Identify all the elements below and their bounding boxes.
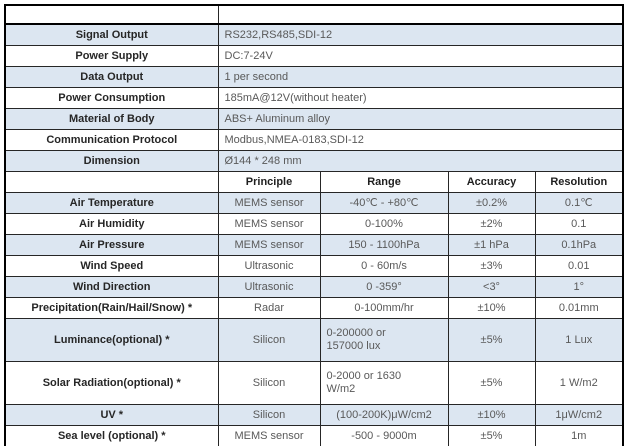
resolution-cell: 1μW/cm2 — [534, 404, 624, 426]
spec-label-cell: Material of Body — [4, 108, 219, 130]
spec-label-cell: Precipitation(Rain/Hail/Snow) * — [4, 297, 219, 319]
spec-label-cell: Wind Speed — [4, 255, 219, 277]
resolution-cell: 0.01mm — [534, 297, 624, 319]
spec-label-cell: Dimension — [4, 150, 219, 172]
range-cell: 0-200000 or 157000 lux — [319, 318, 449, 362]
column-header-principle: Principle — [217, 171, 321, 193]
spec-label-cell: Air Humidity — [4, 213, 219, 235]
spec-label-cell: Air Temperature — [4, 192, 219, 214]
accuracy-cell: ±5% — [447, 318, 536, 362]
spec-label-cell: Wind Direction — [4, 276, 219, 298]
spec-label-cell: Sea level (optional) * — [4, 425, 219, 446]
spec-value-cell: 1 per second — [217, 66, 624, 88]
principle-cell: Silicon — [217, 404, 321, 426]
range-cell: 0-100mm/hr — [319, 297, 449, 319]
sensor-spec-table: Signal Output RS232,RS485,SDI-12 Power S… — [4, 4, 624, 446]
table-row: Signal Output RS232,RS485,SDI-12 — [4, 23, 624, 46]
accuracy-cell: ±2% — [447, 213, 536, 235]
table-row: Wind Direction Ultrasonic 0 -359° <3° 1° — [4, 276, 624, 298]
resolution-cell: 0.01 — [534, 255, 624, 277]
accuracy-cell: ±10% — [447, 404, 536, 426]
table-row: Dimension Ø144 * 248 mm — [4, 150, 624, 172]
spec-label-cell: UV * — [4, 404, 219, 426]
principle-cell: MEMS sensor — [217, 234, 321, 256]
table-row: Wind Speed Ultrasonic 0 - 60m/s ±3% 0.01 — [4, 255, 624, 277]
table-header-row: Principle Range Accuracy Resolution — [4, 171, 624, 193]
table-row: Solar Radiation(optional) * Silicon 0-20… — [4, 361, 624, 405]
column-header-resolution: Resolution — [534, 171, 624, 193]
principle-cell: MEMS sensor — [217, 192, 321, 214]
table-row: UV * Silicon (100-200K)μW/cm2 ±10% 1μW/c… — [4, 404, 624, 426]
spec-value-cell: DC:7-24V — [217, 45, 624, 67]
range-cell: 0 - 60m/s — [319, 255, 449, 277]
resolution-cell: 1° — [534, 276, 624, 298]
table-row: Air Temperature MEMS sensor -40℃ - +80℃ … — [4, 192, 624, 214]
empty-header-cell — [217, 4, 624, 25]
accuracy-cell: ±10% — [447, 297, 536, 319]
resolution-cell: 1 Lux — [534, 318, 624, 362]
principle-cell: Silicon — [217, 318, 321, 362]
spec-label-cell: Power Consumption — [4, 87, 219, 109]
accuracy-cell: ±1 hPa — [447, 234, 536, 256]
principle-cell: MEMS sensor — [217, 425, 321, 446]
table-row: Communication Protocol Modbus,NMEA-0183,… — [4, 129, 624, 151]
spec-label-cell: Air Pressure — [4, 234, 219, 256]
table-row: Air Pressure MEMS sensor 150 - 1100hPa ±… — [4, 234, 624, 256]
range-cell: -40℃ - +80℃ — [319, 192, 449, 214]
spec-value-cell: 185mA@12V(without heater) — [217, 87, 624, 109]
column-header-accuracy: Accuracy — [447, 171, 536, 193]
spec-label-cell: Luminance(optional) * — [4, 318, 219, 362]
resolution-cell: 1m — [534, 425, 624, 446]
resolution-cell: 0.1hPa — [534, 234, 624, 256]
range-cell: -500 - 9000m — [319, 425, 449, 446]
column-header-range: Range — [319, 171, 449, 193]
range-cell: 150 - 1100hPa — [319, 234, 449, 256]
range-cell: 0-2000 or 1630 W/m2 — [319, 361, 449, 405]
accuracy-cell: ±0.2% — [447, 192, 536, 214]
principle-cell: Ultrasonic — [217, 255, 321, 277]
spec-label-cell: Data Output — [4, 66, 219, 88]
table-row — [4, 4, 624, 25]
accuracy-cell: <3° — [447, 276, 536, 298]
spec-value-cell: RS232,RS485,SDI-12 — [217, 23, 624, 46]
table-row: Data Output 1 per second — [4, 66, 624, 88]
accuracy-cell: ±5% — [447, 361, 536, 405]
table-row: Luminance(optional) * Silicon 0-200000 o… — [4, 318, 624, 362]
table-row: Power Supply DC:7-24V — [4, 45, 624, 67]
resolution-cell: 0.1 — [534, 213, 624, 235]
principle-cell: Silicon — [217, 361, 321, 405]
spec-label-cell: Communication Protocol — [4, 129, 219, 151]
principle-cell: MEMS sensor — [217, 213, 321, 235]
table-row: Air Humidity MEMS sensor 0-100% ±2% 0.1 — [4, 213, 624, 235]
spec-value-cell: Ø144 * 248 mm — [217, 150, 624, 172]
table-row: Sea level (optional) * MEMS sensor -500 … — [4, 425, 624, 446]
spec-value-cell: ABS+ Aluminum alloy — [217, 108, 624, 130]
spec-label-cell: Power Supply — [4, 45, 219, 67]
table-row: Power Consumption 185mA@12V(without heat… — [4, 87, 624, 109]
spec-label-cell: Signal Output — [4, 23, 219, 46]
spec-label-cell: Solar Radiation(optional) * — [4, 361, 219, 405]
accuracy-cell: ±5% — [447, 425, 536, 446]
resolution-cell: 1 W/m2 — [534, 361, 624, 405]
table-row: Precipitation(Rain/Hail/Snow) * Radar 0-… — [4, 297, 624, 319]
header-blank-cell — [4, 171, 219, 193]
accuracy-cell: ±3% — [447, 255, 536, 277]
principle-cell: Radar — [217, 297, 321, 319]
resolution-cell: 0.1℃ — [534, 192, 624, 214]
range-cell: (100-200K)μW/cm2 — [319, 404, 449, 426]
spec-value-cell: Modbus,NMEA-0183,SDI-12 — [217, 129, 624, 151]
principle-cell: Ultrasonic — [217, 276, 321, 298]
table-row: Material of Body ABS+ Aluminum alloy — [4, 108, 624, 130]
empty-header-cell — [4, 4, 219, 25]
range-cell: 0-100% — [319, 213, 449, 235]
range-cell: 0 -359° — [319, 276, 449, 298]
